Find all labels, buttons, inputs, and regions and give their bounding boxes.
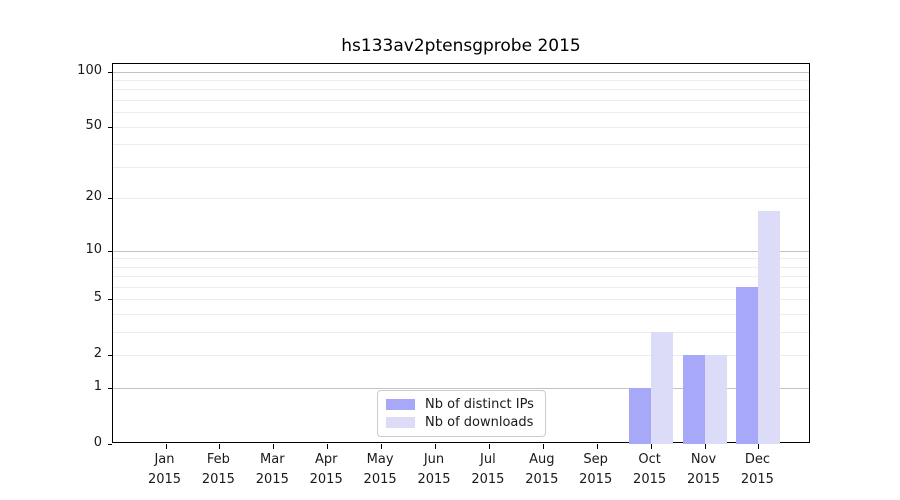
bar-distinct-ips-nov: [682, 355, 705, 444]
legend-label-distinct-ips: Nb of distinct IPs: [425, 397, 534, 412]
x-tick-label-jul: Jul 2015: [471, 452, 505, 487]
minor-gridline-90: [113, 80, 809, 81]
legend-item-distinct-ips: Nb of distinct IPs: [386, 397, 537, 412]
y-tick-label-0: 0: [93, 435, 102, 450]
y-tick-0: [108, 444, 112, 445]
y-tick-5: [108, 299, 112, 301]
x-tick-label-jan: Jan 2015: [147, 452, 182, 487]
bar-downloads-oct: [650, 332, 673, 444]
minor-gridline-20: [113, 198, 809, 200]
x-tick-label-apr: Apr 2015: [309, 452, 343, 487]
y-tick-label-10: 10: [85, 241, 102, 257]
x-tick-label-oct: Oct 2015: [633, 452, 667, 487]
x-tick-label-nov: Nov 2015: [686, 452, 721, 487]
x-tick-label-sep: Sep 2015: [579, 452, 613, 487]
x-tick-sep: [596, 444, 598, 449]
minor-gridline-5: [113, 299, 809, 301]
minor-gridline-6: [113, 287, 809, 288]
y-tick-label-50: 50: [85, 117, 102, 133]
y-tick-20: [108, 198, 112, 200]
plot-area: [108, 63, 810, 449]
bar-distinct-ips-oct: [628, 388, 651, 444]
minor-gridline-40: [113, 144, 809, 146]
major-gridline-10: [113, 250, 809, 252]
legend-item-downloads: Nb of downloads: [386, 415, 537, 430]
minor-gridline-4: [113, 314, 809, 316]
x-tick-may: [381, 444, 383, 449]
x-tick-label-jun: Jun 2015: [417, 452, 451, 487]
y-tick-label-100: 100: [77, 62, 102, 78]
minor-gridline-7: [113, 276, 809, 278]
bar-downloads-dec: [758, 210, 781, 444]
minor-gridline-30: [113, 166, 809, 168]
minor-gridline-3: [113, 332, 809, 334]
minor-gridline-8: [113, 266, 809, 268]
x-tick-mar: [273, 444, 275, 449]
chart-title: hs133av2ptensgprobe 2015: [341, 36, 581, 56]
x-tick-label-may: May 2015: [363, 452, 397, 487]
x-tick-label-feb: Feb 2015: [201, 452, 235, 487]
y-tick-label-2: 2: [93, 346, 102, 362]
minor-gridline-50: [113, 126, 809, 128]
x-tick-aug: [542, 444, 544, 449]
x-tick-dec: [758, 444, 760, 449]
legend: Nb of distinct IPs Nb of downloads: [377, 390, 546, 437]
bar-distinct-ips-dec: [736, 287, 759, 444]
x-tick-feb: [219, 444, 221, 449]
x-tick-label-aug: Aug 2015: [525, 452, 559, 487]
y-tick-50: [108, 126, 112, 128]
x-tick-jan: [165, 444, 167, 449]
x-tick-jul: [488, 444, 490, 449]
x-tick-jun: [435, 444, 436, 449]
major-gridline-100: [113, 71, 809, 73]
bar-downloads-nov: [704, 355, 727, 444]
x-tick-nov: [704, 444, 706, 449]
minor-gridline-9: [113, 258, 809, 260]
legend-label-downloads: Nb of downloads: [425, 415, 534, 430]
y-tick-1: [108, 388, 112, 390]
x-tick-label-mar: Mar 2015: [255, 452, 289, 487]
legend-swatch-downloads: [386, 417, 415, 428]
minor-gridline-60: [113, 112, 809, 114]
x-tick-label-dec: Dec 2015: [740, 452, 774, 487]
minor-gridline-80: [113, 89, 809, 91]
y-tick-100: [108, 71, 112, 73]
legend-swatch-distinct-ips: [386, 399, 415, 410]
x-tick-apr: [327, 444, 329, 449]
y-tick-label-20: 20: [85, 189, 102, 205]
y-tick-10: [108, 250, 112, 252]
minor-gridline-2: [113, 355, 809, 357]
y-tick-2: [108, 355, 112, 357]
major-gridline-1: [113, 388, 809, 390]
y-tick-label-5: 5: [93, 290, 102, 306]
x-tick-oct: [650, 444, 652, 449]
y-tick-label-1: 1: [93, 379, 102, 395]
minor-gridline-70: [113, 100, 809, 102]
